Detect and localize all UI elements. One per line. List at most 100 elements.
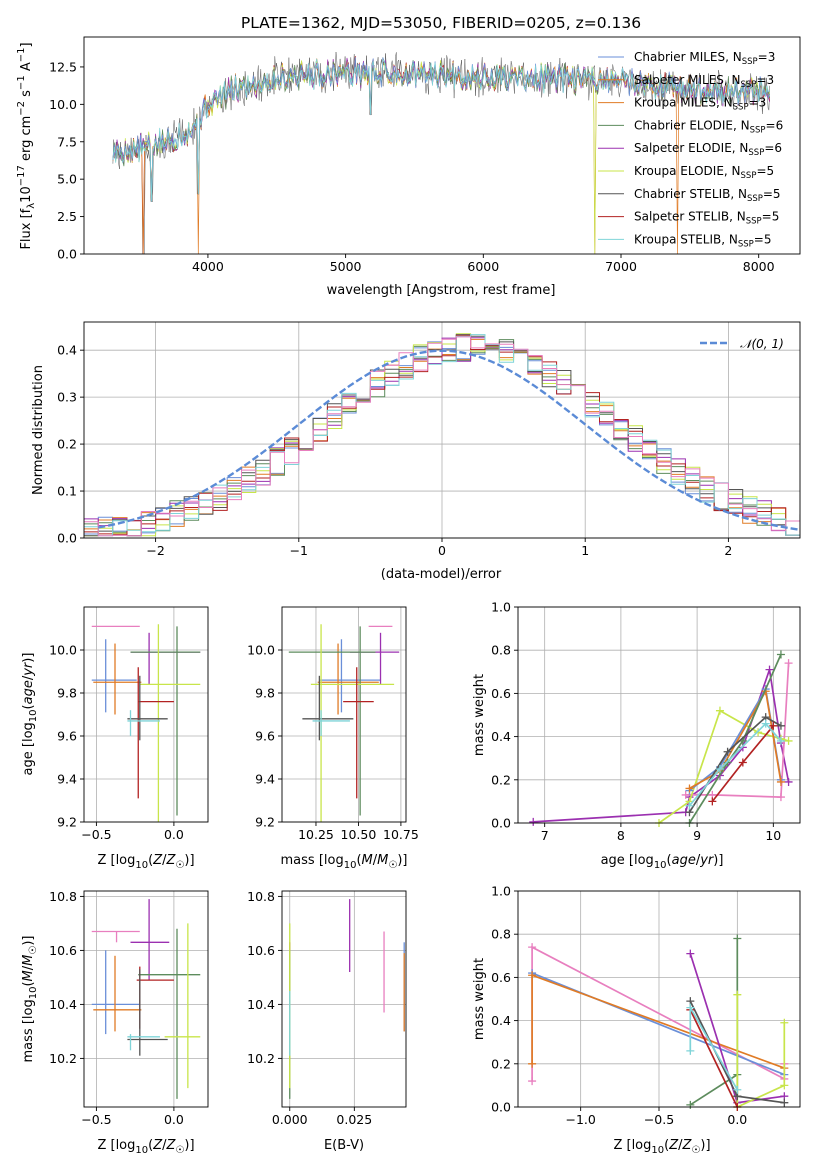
mass-vs-ebv-panel: 0.000 0.025 10.2 10.4 10.6 10.8 E(B-V) [247,889,407,1153]
data-point-marker [776,777,785,786]
data-point-marker [765,665,774,674]
y-tick-label: 10.0 [49,97,77,112]
data-point-marker [776,721,785,730]
spectrum-xlabel: wavelength [Angstrom, rest frame] [327,283,556,298]
y-tick-label: 0.0 [491,1100,511,1115]
data-point-marker [686,949,695,958]
legend-label: Chabrier STELIB, NSSP=5 [634,187,781,204]
age-vs-metallicity-xlabel: Z [log10(Z/Z☉)] [97,853,194,871]
y-tick-label: 2.5 [57,209,77,224]
y-tick-label: 7.5 [57,134,77,149]
series-line [689,938,739,1106]
x-tick-label: 8 [617,828,625,843]
age-vs-mass-panel: 10.25 10.50 10.75 9.2 9.4 9.6 9.8 10.0 mass [lo… [247,606,419,871]
spectrum-legend: Chabrier MILES, NSSP=3 Salpeter MILES, NS… [598,50,783,249]
data-point-marker [686,1003,695,1012]
legend-label: Chabrier ELODIE, NSSP=6 [634,118,783,135]
data-point-marker [769,721,778,730]
y-tick-label: 0.2 [491,1056,511,1071]
x-tick-label: 9 [693,828,701,843]
x-tick-label: 0.0 [164,1112,184,1127]
x-tick-label: 5000 [330,259,362,274]
data-point-marker [723,747,732,756]
data-point-marker [528,1077,537,1086]
data-point-marker [761,719,770,728]
y-tick-label: 10.0 [49,643,77,658]
residuals-xlabel: (data-model)/error [381,567,502,582]
x-tick-label: −0.5 [81,827,111,842]
y-tick-label: 10.6 [49,943,77,958]
data-point-marker [776,650,785,659]
y-tick-label: 0.0 [57,531,77,546]
data-point-marker [784,777,793,786]
weight-vs-metallicity-panel: −1.0 −0.5 0.0 0.0 0.2 0.4 0.6 0.8 1.0 Z [log10(Z… [472,884,801,1156]
data-point-marker [529,817,538,826]
mass-vs-ebv-xlabel: E(B-V) [324,1138,364,1153]
y-tick-label: 0.4 [491,729,511,744]
y-tick-label: 0.0 [491,816,511,831]
x-tick-label: 0 [438,543,446,558]
x-tick-label: 8000 [743,259,775,274]
data-point-marker [685,801,694,810]
series-line [533,669,790,823]
y-tick-label: 1.0 [491,600,511,615]
legend-label: Salpeter ELODIE, NSSP=6 [634,141,782,158]
x-tick-label: 10.50 [341,827,377,842]
spectrum-axes-frame [83,36,801,255]
x-tick-label: −2 [146,543,164,558]
data-point-marker [776,736,785,745]
spectrum-panel: PLATE=1362, MJD=53050, FIBERID=0205, z=0… [16,14,801,298]
age-vs-mass-axes-frame [281,606,407,823]
y-tick-label: 9.4 [255,772,275,787]
y-tick-label: 0.0 [57,247,77,262]
data-point-marker [528,943,537,952]
data-point-marker [780,1081,789,1090]
series-line [689,1009,739,1108]
data-point-marker [733,1085,742,1094]
y-tick-label: 0.4 [57,343,77,358]
weight-vs-age-ylabel: mass weight [472,674,487,756]
x-tick-label: 4000 [192,259,224,274]
y-tick-label: 10.8 [49,889,77,904]
y-tick-label: 9.8 [57,686,77,701]
y-tick-label: 10.8 [247,889,275,904]
data-point-marker [784,736,793,745]
age-vs-metallicity-axes-frame [83,606,209,823]
data-point-marker [776,793,785,802]
x-tick-label: 6000 [467,259,499,274]
y-tick-label: 0.1 [57,484,77,499]
y-tick-label: 0.8 [491,927,511,942]
legend-label: Kroupa STELIB, NSSP=5 [634,232,772,249]
y-tick-label: 0.3 [57,390,77,405]
data-point-marker [738,758,747,767]
age-vs-metallicity-panel: −0.5 0.09.29.49.69.810.0 Z [log10(Z/Z☉)] … [21,606,209,871]
spectrum-title: PLATE=1362, MJD=53050, FIBERID=0205, z=0… [241,14,641,32]
legend-label: 𝒩(0, 1) [740,337,784,351]
weight-vs-metallicity-axes-frame [517,890,801,1108]
age-vs-metallicity-ylabel: age [log10(age/yr)] [21,653,39,776]
legend-label: Kroupa MILES, NSSP=3 [634,96,766,113]
weight-vs-age-panel: 7 8 9 10 0.0 0.2 0.4 0.6 0.8 1.0 age [log10(age/y… [472,600,801,871]
series-line [689,688,782,790]
data-point-marker [686,1100,695,1109]
y-tick-label: 9.2 [255,815,275,830]
data-point-marker [685,784,694,793]
residuals-legend: 𝒩(0, 1) [700,337,784,351]
mass-vs-metallicity-ylabel: mass [log10(M/M☉)] [21,936,39,1063]
x-tick-label: 10 [765,828,781,843]
series-line [688,722,782,807]
x-tick-label: −0.5 [644,1112,674,1127]
weight-vs-metallicity-ylabel: mass weight [472,958,487,1040]
y-tick-label: 0.6 [491,970,511,985]
data-point-marker [780,1098,789,1107]
x-tick-label: 10.25 [298,827,334,842]
y-tick-label: 10.4 [247,997,275,1012]
data-point-marker [708,797,717,806]
legend-label: Chabrier MILES, NSSP=3 [634,50,775,67]
mass-vs-ebv-axes-frame [281,890,407,1108]
data-point-marker [686,1046,695,1055]
x-tick-label: 2 [724,543,732,558]
series-line [531,973,785,1069]
y-tick-label: 9.8 [255,686,275,701]
data-point-marker [784,659,793,668]
